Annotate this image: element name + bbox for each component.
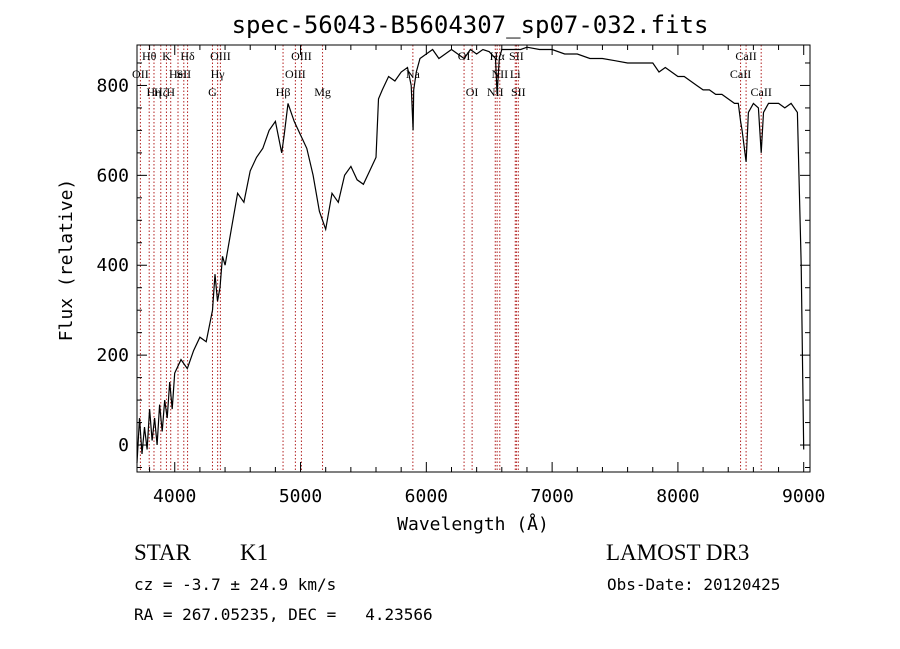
- line-id-label: Hη: [147, 85, 162, 99]
- object-class: STAR: [134, 540, 191, 565]
- x-tick-label: 7000: [530, 486, 573, 507]
- y-tick-label: 800: [96, 75, 129, 96]
- x-axis-ticks: 4000 5000 6000 7000 8000 9000: [149, 45, 825, 507]
- line-id-label: K: [162, 49, 171, 63]
- line-id-label: Na: [406, 67, 421, 81]
- spectrum-line: [136, 46, 805, 464]
- line-id-label: Hζ: [154, 85, 168, 99]
- ra-dec-coordinates: RA = 267.05235, DEC = 4.23566: [134, 605, 433, 624]
- line-id-label: OIII: [210, 49, 231, 63]
- line-id-label: HeI: [169, 67, 187, 81]
- chart-title: spec-56043-B5604307_sp07-032.fits: [232, 11, 709, 39]
- line-id-label: SII: [176, 67, 191, 81]
- plot-frame: [136, 44, 811, 473]
- y-axis-label: Flux (relative): [56, 179, 77, 342]
- y-axis-ticks: 0 200 400 600 800: [96, 62, 810, 469]
- line-id-label: OIII: [291, 49, 312, 63]
- line-id-label: OII: [132, 67, 149, 81]
- line-id-labels: HθOIIHηHζKHHeISIIHδGHγOIIIHβOIIIOIIIMgNa…: [132, 49, 772, 99]
- x-tick-label: 8000: [656, 486, 699, 507]
- x-tick-label: 6000: [405, 486, 448, 507]
- y-tick-label: 600: [96, 165, 129, 186]
- line-id-label: OIII: [285, 67, 306, 81]
- line-id-label: OI: [458, 49, 471, 63]
- x-axis-label: Wavelength (Å): [397, 513, 549, 535]
- object-subclass: K1: [240, 540, 269, 565]
- line-id-label: NII: [491, 67, 508, 81]
- redshift-cz: cz = -3.7 ± 24.9 km/s: [134, 575, 337, 594]
- line-id-label: Hα: [490, 49, 506, 63]
- y-tick-label: 200: [96, 345, 129, 366]
- x-tick-label: 5000: [279, 486, 322, 507]
- line-id-label: Hθ: [142, 49, 157, 63]
- line-id-label: H: [166, 85, 175, 99]
- line-id-label: SII: [511, 85, 526, 99]
- line-id-label: CaII: [735, 49, 756, 63]
- line-id-label: SII: [509, 49, 524, 63]
- observation-date: Obs-Date: 20120425: [607, 575, 781, 594]
- x-tick-label: 4000: [153, 486, 196, 507]
- line-id-label: G: [208, 85, 217, 99]
- line-id-label: NII: [487, 85, 504, 99]
- line-id-label: Hδ: [180, 49, 195, 63]
- y-tick-label: 0: [118, 435, 129, 456]
- survey-name: LAMOST DR3: [606, 540, 750, 565]
- line-id-label: Hβ: [276, 85, 291, 99]
- x-tick-label: 9000: [782, 486, 825, 507]
- y-tick-label: 400: [96, 255, 129, 276]
- emission-line-markers: [139, 45, 762, 472]
- line-id-label: Mg: [314, 85, 331, 99]
- line-id-label: Hγ: [211, 67, 226, 81]
- line-id-label: CaII: [751, 85, 772, 99]
- line-id-label: OI: [466, 85, 479, 99]
- line-id-label: Li: [510, 67, 521, 81]
- line-id-label: CaII: [730, 67, 751, 81]
